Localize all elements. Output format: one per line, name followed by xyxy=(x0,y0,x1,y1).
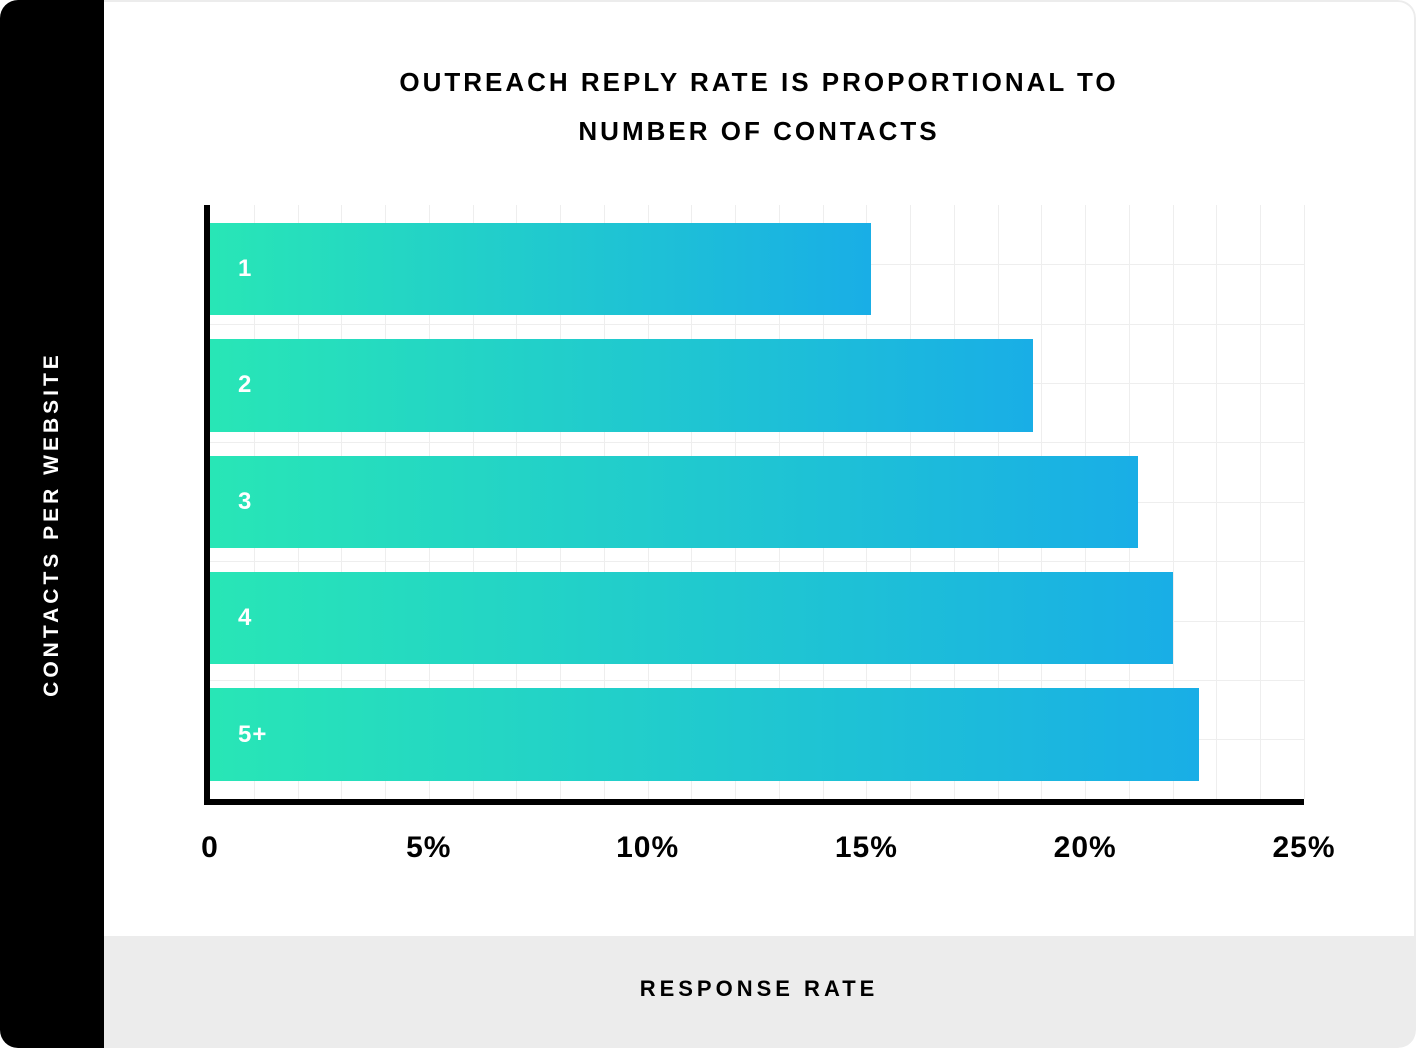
bar-row: 2 xyxy=(210,339,1304,431)
bar-category-label: 3 xyxy=(238,488,252,516)
x-tick-label: 25% xyxy=(1272,831,1335,865)
chart-title-line-1: OUTREACH REPLY RATE IS PROPORTIONAL TO xyxy=(104,58,1414,107)
x-tick-label: 0 xyxy=(201,831,219,865)
bar-category-label: 5+ xyxy=(238,721,267,749)
bars-group: 1 2 3 4 5+ xyxy=(210,205,1304,799)
y-axis-label: CONTACTS PER WEBSITE xyxy=(40,351,64,697)
chart-card: CONTACTS PER WEBSITE OUTREACH REPLY RATE… xyxy=(0,0,1416,1048)
bar-category-label: 4 xyxy=(238,604,252,632)
plot-area: 1 2 3 4 5+ xyxy=(204,205,1304,805)
x-tick-label: 15% xyxy=(835,831,898,865)
bar: 2 xyxy=(210,339,1033,431)
x-axis-ticks: 05%10%15%20%25% xyxy=(210,805,1304,875)
bar-row: 4 xyxy=(210,572,1304,664)
gridline-vertical xyxy=(1304,205,1305,799)
bar: 5+ xyxy=(210,688,1199,780)
x-axis-label: RESPONSE RATE xyxy=(104,976,1414,1002)
bar: 4 xyxy=(210,572,1173,664)
bar-category-label: 2 xyxy=(238,371,252,399)
chart-title-line-2: NUMBER OF CONTACTS xyxy=(104,107,1414,156)
chart-panel: OUTREACH REPLY RATE IS PROPORTIONAL TO N… xyxy=(104,0,1416,1048)
bar-category-label: 1 xyxy=(238,255,252,283)
bar-row: 1 xyxy=(210,223,1304,315)
plot-zone: 1 2 3 4 5+ 0 5% 10% 15% 20% 25% xyxy=(104,157,1414,936)
bar: 1 xyxy=(210,223,871,315)
y-axis-strip: CONTACTS PER WEBSITE xyxy=(0,0,104,1048)
x-tick-label: 20% xyxy=(1054,831,1117,865)
x-tick-label: 5% xyxy=(406,831,451,865)
bar: 3 xyxy=(210,456,1138,548)
x-axis-strip: RESPONSE RATE xyxy=(104,936,1414,1046)
bar-row: 3 xyxy=(210,456,1304,548)
bar-row: 5+ xyxy=(210,688,1304,780)
chart-title: OUTREACH REPLY RATE IS PROPORTIONAL TO N… xyxy=(104,2,1414,157)
x-tick-label: 10% xyxy=(616,831,679,865)
